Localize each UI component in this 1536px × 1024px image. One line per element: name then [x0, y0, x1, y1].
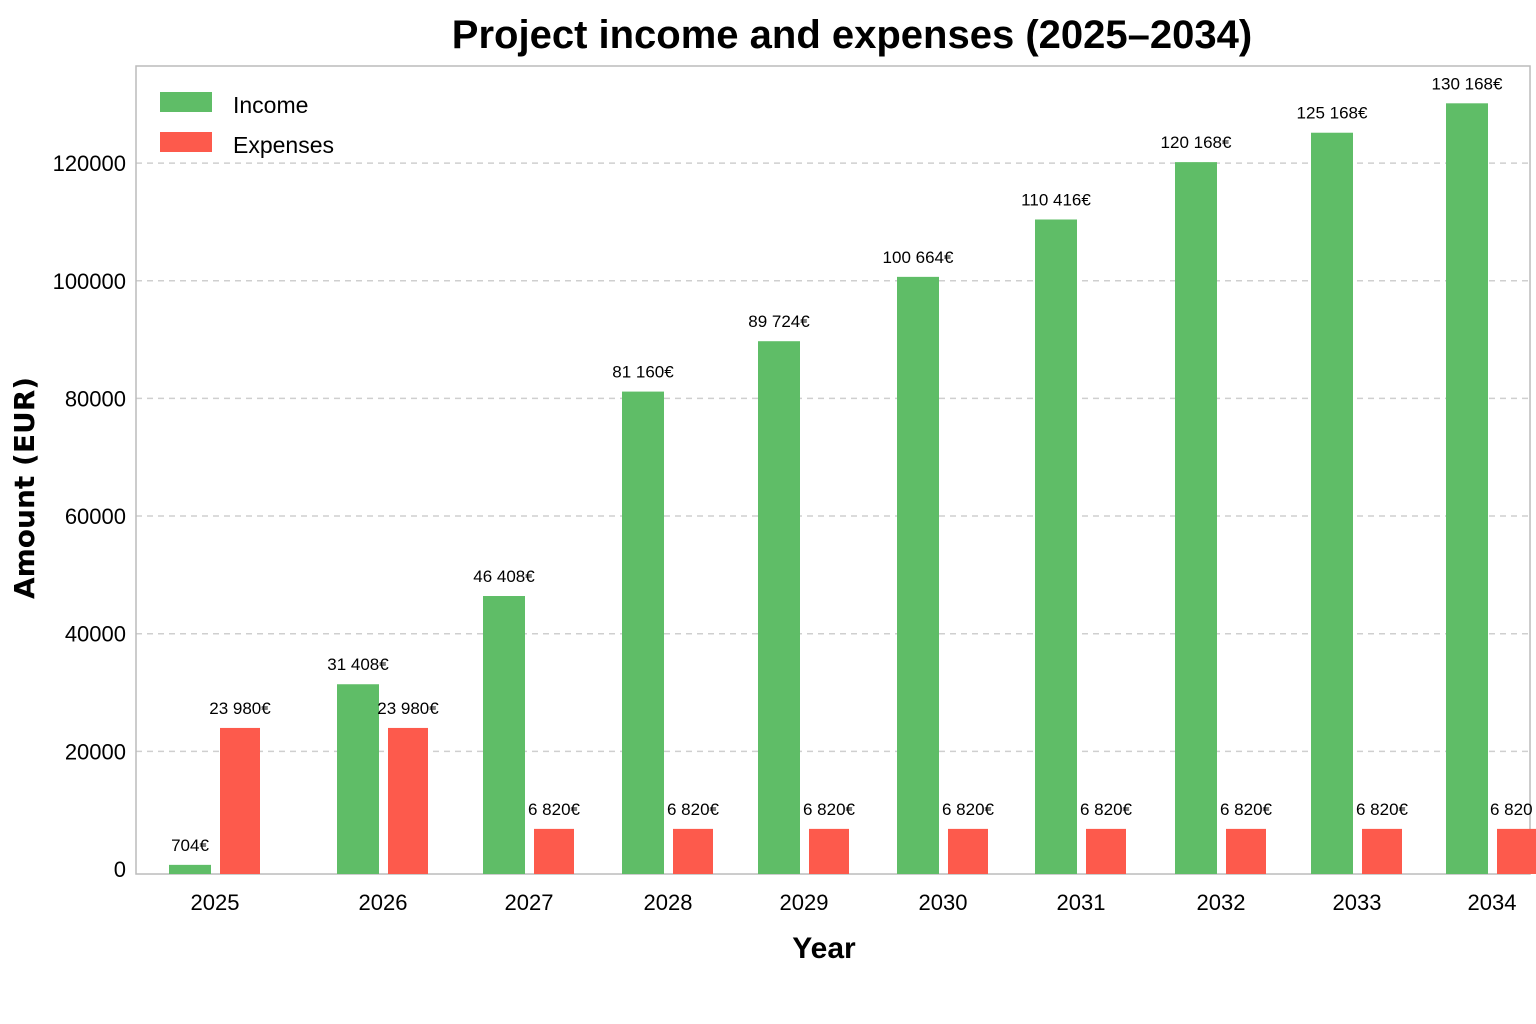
expenses-bar-2027	[534, 828, 574, 874]
income-data-label-2032: 120 168€	[1161, 133, 1232, 152]
expenses-bar-2030	[948, 828, 988, 874]
x-tick-label-2033: 2033	[1333, 890, 1382, 915]
gridlines	[136, 162, 1530, 753]
expenses-data-label-2032: 6 820€	[1220, 800, 1273, 819]
expenses-bar-2031	[1086, 828, 1126, 874]
expenses-data-label-2034: 6 820	[1490, 800, 1533, 819]
income-bar-2031	[1035, 219, 1077, 874]
expenses-bar-2032	[1226, 828, 1266, 874]
expenses-bar-2025	[220, 727, 260, 874]
expenses-data-label-2031: 6 820€	[1080, 800, 1133, 819]
x-axis-label: Year	[792, 932, 856, 965]
income-legend-swatch	[160, 92, 212, 112]
x-tick-label-2029: 2029	[780, 890, 829, 915]
income-data-label-2026: 31 408€	[327, 655, 389, 674]
income-data-label-2025: 704€	[171, 836, 209, 855]
legend: Income Expenses	[160, 92, 334, 158]
income-data-label-2031: 110 416€	[1021, 190, 1091, 209]
income-bar-2033	[1311, 132, 1353, 874]
x-tick-label-2026: 2026	[359, 890, 408, 915]
expenses-bar-2034	[1497, 828, 1536, 874]
y-tick-label: 60000	[65, 504, 126, 529]
income-data-label-2027: 46 408€	[473, 567, 535, 586]
expenses-bar-2033	[1362, 828, 1402, 874]
income-data-label-2033: 125 168€	[1297, 104, 1368, 123]
expenses-data-label-2028: 6 820€	[667, 800, 720, 819]
y-tick-label: 0	[114, 857, 126, 882]
chart-title: Project income and expenses (2025–2034)	[452, 13, 1252, 57]
expenses-legend-swatch	[160, 132, 212, 152]
expenses-data-label-2030: 6 820€	[942, 800, 995, 819]
y-tick-label: 20000	[65, 739, 126, 764]
x-tick-label-2027: 2027	[505, 890, 554, 915]
income-legend-label: Income	[233, 92, 308, 118]
expenses-bar-2028	[673, 828, 713, 874]
income-data-label-2030: 100 664€	[883, 248, 954, 267]
x-tick-label-2034: 2034	[1468, 890, 1517, 915]
income-bar-2029	[758, 341, 800, 874]
data-labels: 704€ 23 980€ 31 408€ 23 980€ 46 408€ 6 820€ 81…	[171, 74, 1532, 855]
income-bar-2025	[169, 864, 211, 874]
income-bar-2026	[337, 684, 379, 874]
expenses-bar-2026	[388, 727, 428, 874]
x-tick-label-2032: 2032	[1197, 890, 1246, 915]
expenses-data-label-2026: 23 980€	[377, 699, 439, 718]
x-tick-label-2030: 2030	[919, 890, 968, 915]
y-tick-label: 40000	[65, 622, 126, 647]
income-data-label-2028: 81 160€	[612, 363, 674, 382]
income-bar-2027	[483, 596, 525, 874]
y-axis-ticks: 0 20000 40000 60000 80000 100000 120000	[53, 151, 126, 882]
y-tick-label: 100000	[53, 269, 126, 294]
expenses-data-label-2029: 6 820€	[803, 800, 856, 819]
expenses-data-label-2025: 23 980€	[209, 699, 271, 718]
expenses-data-label-2027: 6 820€	[528, 800, 581, 819]
income-bar-2030	[897, 276, 939, 874]
income-data-label-2029: 89 724€	[748, 312, 810, 331]
y-tick-label: 80000	[65, 386, 126, 411]
income-data-label-2034: 130 168€	[1432, 74, 1503, 93]
income-bar-2034	[1446, 103, 1488, 874]
income-bar-2028	[622, 391, 664, 874]
income-bar-2032	[1175, 162, 1217, 875]
y-axis-label: Amount (EUR)	[8, 377, 41, 599]
expenses-data-label-2033: 6 820€	[1356, 800, 1409, 819]
bars	[169, 103, 1536, 875]
expenses-legend-label: Expenses	[233, 132, 334, 158]
expenses-bar-2029	[809, 828, 849, 874]
x-tick-label-2025: 2025	[191, 890, 240, 915]
y-tick-label: 120000	[53, 151, 126, 176]
x-axis-ticks: 2025 2026 2027 2028 2029 2030 2031 2032 2033 2034	[191, 890, 1517, 915]
x-tick-label-2031: 2031	[1057, 890, 1106, 915]
x-tick-label-2028: 2028	[644, 890, 693, 915]
